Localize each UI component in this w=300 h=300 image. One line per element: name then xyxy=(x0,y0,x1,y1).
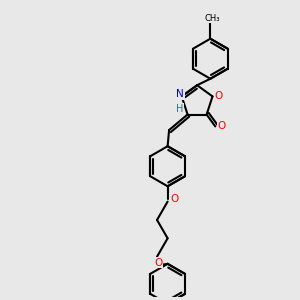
Text: H: H xyxy=(176,103,183,114)
Text: N: N xyxy=(176,89,184,99)
Text: O: O xyxy=(170,194,178,204)
Text: CH₃: CH₃ xyxy=(204,14,220,22)
Text: O: O xyxy=(154,258,163,268)
Text: O: O xyxy=(218,122,226,131)
Text: O: O xyxy=(215,92,223,101)
